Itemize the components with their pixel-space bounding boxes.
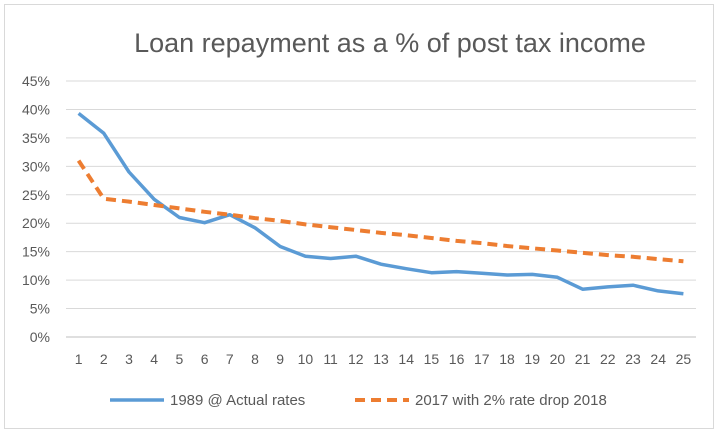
legend-label: 1989 @ Actual rates bbox=[170, 392, 305, 409]
x-tick-label: 19 bbox=[524, 351, 540, 367]
x-tick-label: 5 bbox=[176, 351, 184, 367]
legend-label: 2017 with 2% rate drop 2018 bbox=[415, 392, 607, 409]
x-axis-ticks: 1 2 3 4 5 6 7 8 9 10 11 12 13 14 15 16 17 18 19 20 21 22 23 24 2… bbox=[75, 351, 692, 367]
chart-frame bbox=[4, 4, 714, 429]
y-tick-label: 35% bbox=[22, 130, 50, 146]
y-axis-ticks: 0% 5% 10% 15% 20% 25% 30% 35% 40% 45% bbox=[22, 73, 50, 345]
x-tick-label: 4 bbox=[150, 351, 158, 367]
x-tick-label: 3 bbox=[125, 351, 133, 367]
gridlines bbox=[66, 80, 696, 338]
series-line bbox=[77, 112, 684, 296]
x-tick-label: 21 bbox=[575, 351, 591, 367]
x-tick-label: 25 bbox=[676, 351, 692, 367]
y-tick-label: 0% bbox=[30, 329, 50, 345]
y-tick-label: 30% bbox=[22, 158, 50, 174]
x-tick-label: 10 bbox=[298, 351, 314, 367]
y-tick-label: 10% bbox=[22, 272, 50, 288]
y-tick-label: 45% bbox=[22, 73, 50, 89]
x-tick-label: 20 bbox=[550, 351, 566, 367]
y-tick-label: 5% bbox=[30, 301, 50, 317]
x-tick-label: 24 bbox=[650, 351, 666, 367]
x-tick-label: 9 bbox=[276, 351, 284, 367]
y-tick-label: 20% bbox=[22, 215, 50, 231]
chart-title: Loan repayment as a % of post tax income bbox=[134, 28, 646, 58]
series-line bbox=[76, 159, 684, 264]
x-tick-label: 14 bbox=[398, 351, 414, 367]
x-tick-label: 1 bbox=[75, 351, 83, 367]
x-tick-label: 13 bbox=[373, 351, 389, 367]
y-tick-label: 40% bbox=[22, 101, 50, 117]
y-tick-label: 15% bbox=[22, 244, 50, 260]
x-tick-label: 18 bbox=[499, 351, 515, 367]
x-tick-label: 17 bbox=[474, 351, 490, 367]
x-tick-label: 22 bbox=[600, 351, 616, 367]
series-lines bbox=[76, 112, 684, 296]
x-tick-label: 15 bbox=[424, 351, 440, 367]
x-tick-label: 11 bbox=[323, 351, 338, 367]
legend: 1989 @ Actual rates 2017 with 2% rate dro… bbox=[110, 392, 607, 409]
x-tick-label: 6 bbox=[201, 351, 209, 367]
x-tick-label: 12 bbox=[348, 351, 364, 367]
x-tick-label: 2 bbox=[100, 351, 108, 367]
x-tick-label: 23 bbox=[625, 351, 641, 367]
x-tick-label: 7 bbox=[226, 351, 234, 367]
x-tick-label: 8 bbox=[251, 351, 259, 367]
y-tick-label: 25% bbox=[22, 187, 50, 203]
x-tick-label: 16 bbox=[449, 351, 465, 367]
